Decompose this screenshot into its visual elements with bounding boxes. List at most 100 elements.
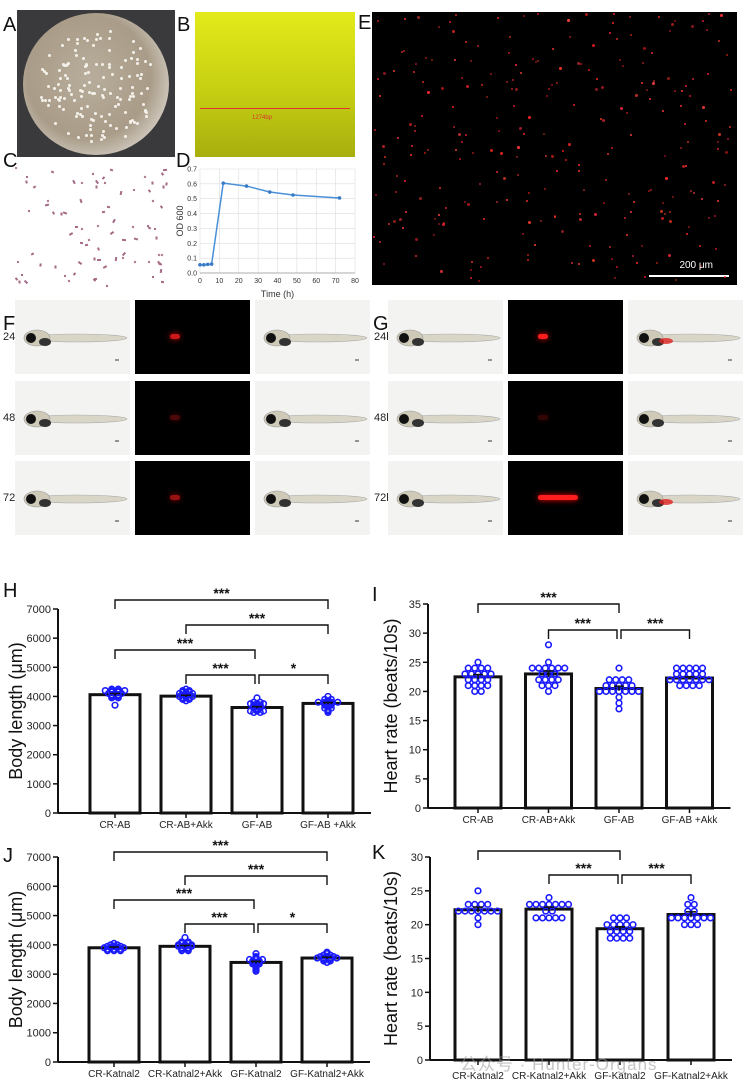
significance-bracket [548,874,619,884]
fluorescent-cell [724,184,727,187]
panel-label-e: E [358,12,372,34]
colony [144,114,148,118]
fluorescent-cell [537,60,540,63]
data-point [680,914,689,922]
fluorescent-cell [372,235,375,238]
colony [58,99,62,103]
colony [132,120,136,124]
colony [62,64,66,68]
fluorescent-cell [669,211,672,214]
x-tick-label: 50 [293,278,301,285]
bacterium [97,258,102,262]
bacterium [133,260,137,264]
fluorescent-cell [544,155,547,158]
fluorescent-cell [452,105,455,108]
fluorescent-cell [424,152,427,155]
fluorescent-cell [708,216,711,219]
colony [64,64,68,68]
data-point [454,907,463,915]
colony [62,63,66,67]
significance-bracket [114,649,256,659]
fluorescent-cell [470,276,473,279]
colony [81,89,85,93]
significance-bracket [185,674,256,684]
colony [101,76,105,80]
fluorescent-cell [701,198,704,201]
bacterium [93,257,96,261]
bacterium [106,284,109,287]
colony [102,136,106,140]
fluorescent-cell [379,241,382,244]
fluorescent-cell [490,148,494,152]
data-point [487,907,495,915]
colony [67,84,71,88]
data-point [618,676,626,684]
data-point [291,193,295,197]
colony [123,134,127,138]
fluorescent-cell [554,216,557,219]
fluorescent-cell [440,86,444,90]
data-point [474,921,482,929]
fluorescent-signal [538,495,578,500]
fluorescent-cell [715,247,718,250]
fluorescent-cell [649,98,652,101]
data-point [244,184,249,188]
data-point [548,664,556,672]
bar [159,694,213,815]
data-point [619,927,627,936]
fluorescence-fish-image [135,381,250,455]
y-tick-label: 5 [415,774,421,786]
colony [95,37,99,41]
bacterium [109,168,114,172]
colony [89,134,93,138]
data-point [101,686,109,695]
bacterium [63,274,66,278]
data-point [548,676,556,684]
fluorescent-cell [477,45,480,48]
x-tick-label: 20 [235,278,243,285]
colony [129,119,132,123]
fluorescent-cell [651,82,655,86]
fluorescent-cell [576,61,580,65]
fluorescent-cell [414,255,417,258]
fluorescent-cell [376,77,379,80]
data-point [538,670,546,678]
colony [132,50,136,54]
data-point [477,676,485,684]
data-point [619,934,627,942]
fluorescent-cell [452,30,456,34]
y-tick-label: 30 [411,852,423,864]
colony [138,76,142,80]
data-point [267,190,272,194]
fluorescent-cell [704,120,707,123]
data-point [461,670,469,678]
brightfield-fish-image [15,461,130,535]
fluorescent-cell [655,261,658,264]
bacterium [44,203,49,207]
fluorescent-cell [569,35,572,38]
fluorescent-cell [396,136,399,139]
colony [88,127,92,131]
fluorescent-cell [645,89,648,92]
fluorescent-cell [471,152,474,155]
colony [136,73,140,77]
colony [86,38,90,42]
fluorescence-fish-image [508,381,623,455]
colony [57,83,61,87]
fluorescent-cell [455,148,458,151]
fluorescent-cell [674,90,677,93]
colony [87,70,91,74]
y-tick-label: 7000 [27,604,51,616]
fluorescent-cell [516,155,519,158]
data-point [692,664,700,672]
colony [131,39,135,43]
colony [83,64,87,68]
fluorescent-cell [605,179,608,182]
significance-bracket [257,923,328,933]
fluorescent-cell [577,262,580,265]
colony [144,110,148,114]
bacterium [71,179,76,185]
data-point [682,681,690,690]
data-point [532,914,540,922]
x-tick-label: CR-AB [462,815,493,826]
